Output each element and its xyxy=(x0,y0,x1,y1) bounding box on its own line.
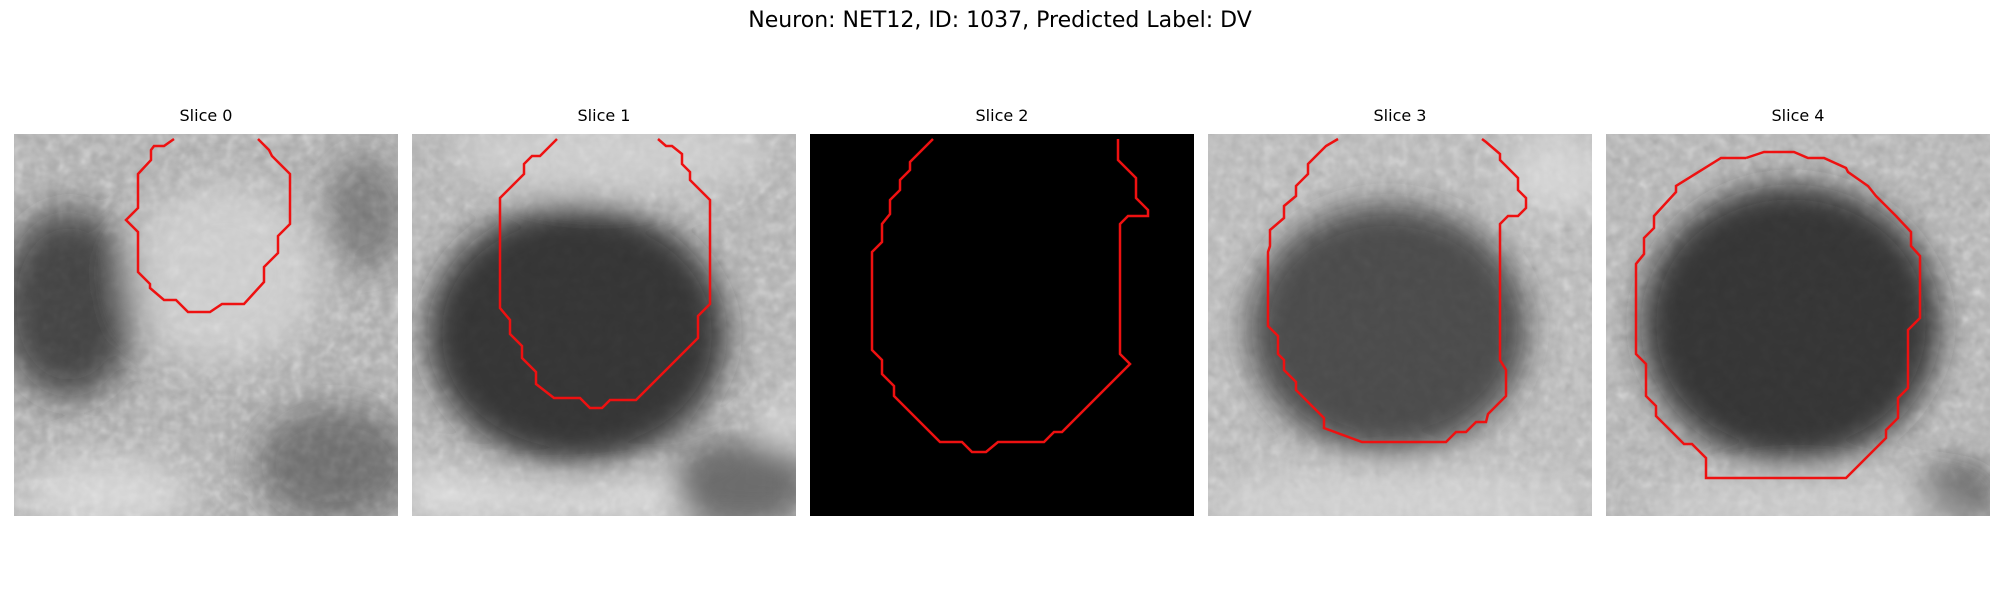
figure-title: Neuron: NET12, ID: 1037, Predicted Label… xyxy=(748,8,1252,33)
slice-image-4 xyxy=(1606,134,1990,516)
slice-title: Slice 1 xyxy=(577,106,631,125)
slice-panel-0: Slice 0 xyxy=(14,104,398,516)
slice-image-2 xyxy=(810,134,1194,516)
contour-outline xyxy=(498,138,712,410)
slice-panel-1: Slice 1 xyxy=(412,104,796,516)
slice-title: Slice 0 xyxy=(179,106,233,125)
slice-title: Slice 4 xyxy=(1771,106,1825,125)
slice-panel-4: Slice 4 xyxy=(1606,104,1990,516)
contour-outline xyxy=(1266,137,1528,444)
slice-panel-2: Slice 2 xyxy=(810,104,1194,516)
slice-image-3 xyxy=(1208,134,1592,516)
contour-outline xyxy=(1634,150,1922,480)
slice-title: Slice 2 xyxy=(975,106,1029,125)
slice-panel-3: Slice 3 xyxy=(1208,104,1592,516)
slice-image-0 xyxy=(14,134,398,516)
contour-outline xyxy=(870,138,1150,454)
contour-outline xyxy=(124,137,292,314)
slice-image-1 xyxy=(412,134,796,516)
slice-title: Slice 3 xyxy=(1373,106,1427,125)
